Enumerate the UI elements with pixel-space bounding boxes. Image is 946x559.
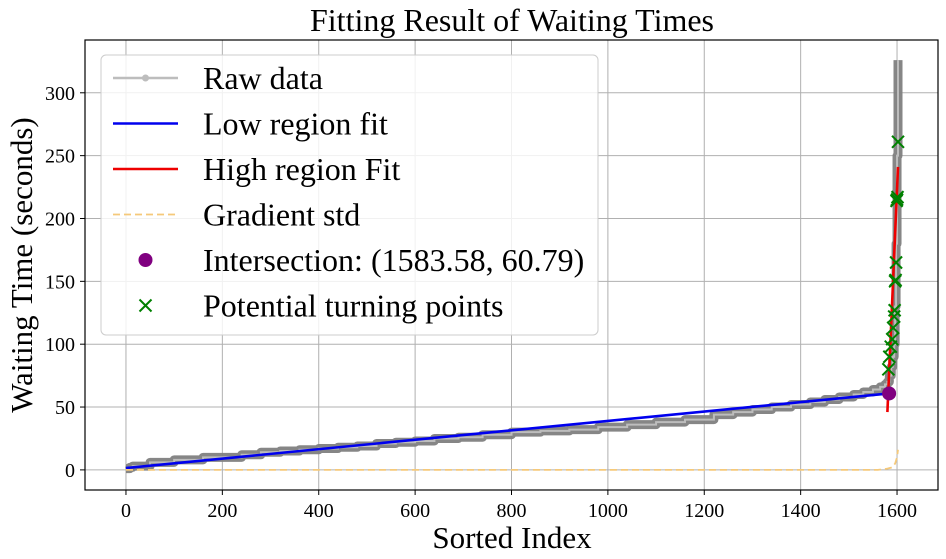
x-tick-label: 400 bbox=[304, 500, 334, 522]
legend-box bbox=[100, 54, 599, 336]
chart-title: Fitting Result of Waiting Times bbox=[310, 2, 714, 38]
y-tick-label: 300 bbox=[45, 83, 75, 105]
turning-point-marker bbox=[886, 321, 900, 335]
x-tick-label: 800 bbox=[497, 500, 527, 522]
legend-label: Intersection: (1583.58, 60.79) bbox=[203, 242, 584, 278]
x-tick-label: 0 bbox=[121, 500, 131, 522]
x-tick-label: 1000 bbox=[588, 500, 628, 522]
gradient-std-line bbox=[125, 449, 899, 471]
y-tick-label: 0 bbox=[65, 460, 75, 482]
turning-point-marker bbox=[890, 190, 905, 204]
plot-area bbox=[125, 60, 905, 474]
legend: Raw data Low region fit High region Fit Gra… bbox=[100, 54, 599, 336]
y-tick-label: 150 bbox=[45, 271, 75, 293]
series-1-fit-line bbox=[125, 392, 890, 470]
turning-point-marker bbox=[889, 255, 903, 270]
legend-handle-dot bbox=[138, 253, 153, 267]
turning-point-marker bbox=[891, 135, 905, 149]
x-tick-label: 1600 bbox=[877, 500, 917, 522]
x-tick-label: 1400 bbox=[781, 500, 821, 522]
turning-point-marker bbox=[887, 303, 902, 317]
y-axis-label: Waiting Time (seconds) bbox=[4, 117, 39, 412]
legend-handle-x bbox=[138, 298, 153, 313]
legend-label: High region Fit bbox=[203, 151, 400, 187]
y-tick-label: 100 bbox=[45, 334, 75, 356]
x-tick-label: 600 bbox=[400, 500, 430, 522]
turning-point-marker bbox=[881, 362, 896, 377]
legend-handle-raw-dot bbox=[142, 74, 149, 82]
y-tick-label: 250 bbox=[45, 146, 75, 168]
x-tick-label: 200 bbox=[207, 500, 237, 522]
y-tick-label: 50 bbox=[55, 397, 75, 419]
x-axis-label: Sorted Index bbox=[432, 520, 592, 555]
legend-label: Potential turning points bbox=[203, 288, 503, 324]
x-tick-label: 1200 bbox=[684, 500, 724, 522]
turning-point-marker bbox=[885, 332, 899, 346]
turning-point-marker bbox=[888, 273, 903, 287]
legend-label: Low region fit bbox=[203, 106, 388, 142]
y-tick-label: 200 bbox=[45, 208, 75, 230]
turning-point-marker bbox=[890, 192, 904, 207]
legend-label: Raw data bbox=[203, 60, 323, 96]
axis-ticks: 0 200 400 600 800 1000 1200 1400 1600 0 50 100 150 20… bbox=[45, 83, 917, 522]
legend-label: Gradient std bbox=[203, 197, 360, 233]
intersection-point bbox=[882, 386, 897, 401]
